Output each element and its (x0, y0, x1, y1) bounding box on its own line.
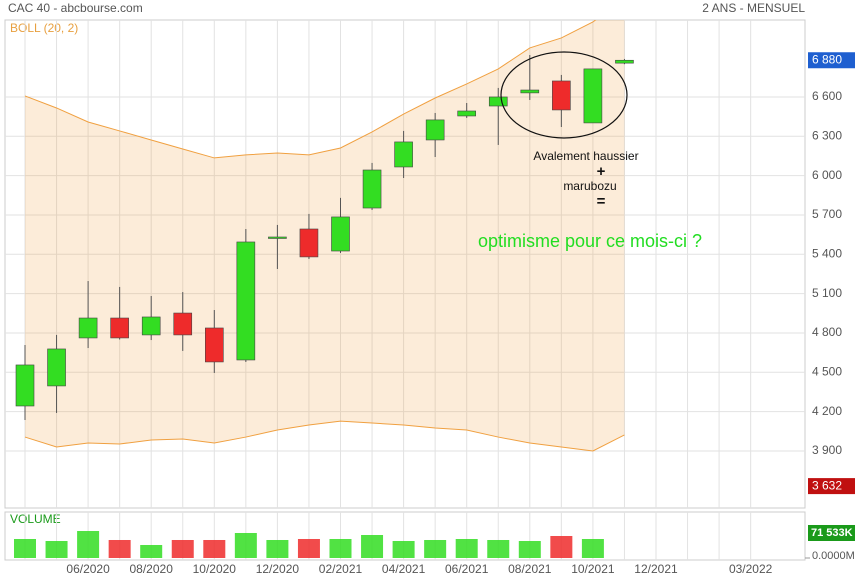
x-tick-label: 12/2020 (256, 562, 300, 576)
y-tick-label: 6 600 (812, 89, 842, 103)
y-tick-label: 4 800 (812, 325, 842, 339)
y-tick-label: 3 900 (812, 443, 842, 457)
candle-body (205, 327, 224, 363)
volume-tick-label: 0.0000M (812, 550, 855, 562)
volume-bar (424, 539, 447, 558)
x-tick-label: 03/2022 (729, 562, 773, 576)
y-tick-label: 5 700 (812, 207, 842, 221)
highlight-ellipse (500, 51, 628, 139)
volume-bar (266, 539, 289, 558)
y-tick-label: 5 100 (812, 286, 842, 300)
y-tick-label: 5 400 (812, 246, 842, 260)
volume-bar (487, 539, 510, 558)
candle-body (583, 68, 603, 124)
candle-body (268, 236, 287, 239)
chart-subtitle: 2 ANS - MENSUEL (702, 1, 805, 15)
candle-body (110, 317, 129, 339)
band-line (24, 420, 625, 452)
volume-bar (392, 540, 415, 558)
volume-bar (77, 530, 100, 558)
volume-bar (108, 539, 131, 558)
band-line (24, 20, 597, 159)
annotation: + (597, 163, 606, 180)
price-tag-label: 6 880 (812, 52, 842, 66)
volume-label: VOLUME (10, 512, 61, 526)
candle-body (78, 317, 98, 339)
annotation: marubozu (563, 179, 616, 193)
volume-bar (361, 535, 384, 558)
x-tick-label: 08/2020 (130, 562, 174, 576)
volume-bar (203, 539, 226, 558)
volume-bar (329, 538, 352, 558)
candle-body (457, 110, 477, 117)
x-tick-label: 06/2020 (66, 562, 110, 576)
candle-body (520, 89, 540, 94)
volume-bar (14, 538, 36, 558)
x-tick-label: 04/2021 (382, 562, 426, 576)
indicator-label: BOLL (20, 2) (10, 21, 78, 35)
candle-body (47, 348, 66, 387)
volume-tag-label: 71 533K (811, 527, 853, 539)
candle-body (425, 119, 445, 141)
x-tick-label: 10/2021 (571, 562, 615, 576)
volume-bar (45, 540, 68, 558)
annotation: optimisme pour ce mois-ci ? (478, 231, 702, 251)
y-tick-label: 4 500 (812, 364, 842, 378)
candle-body (362, 169, 382, 209)
y-tick-label: 6 300 (812, 128, 842, 142)
volume-bar (234, 532, 257, 558)
price-tag (808, 52, 855, 69)
candle-body (615, 59, 634, 64)
volume-bar (581, 538, 604, 558)
chart-title: CAC 40 - abcbourse.com (8, 1, 143, 15)
candle-body (236, 241, 256, 361)
candle-body (173, 312, 193, 336)
x-tick-label: 12/2021 (634, 562, 678, 576)
y-tick-label: 6 000 (812, 168, 842, 182)
price-panel (4, 19, 806, 509)
band-fill (25, 20, 625, 451)
candle-body (299, 228, 319, 258)
volume-bar (455, 538, 478, 558)
candle-body (15, 364, 35, 407)
annotation: = (597, 193, 606, 210)
volume-bar (518, 540, 541, 558)
x-tick-label: 02/2021 (319, 562, 363, 576)
price-tag-label: 3 632 (812, 478, 842, 492)
volume-bar (171, 539, 194, 558)
candle-body (141, 316, 161, 336)
x-tick-label: 06/2021 (445, 562, 489, 576)
candle-body (331, 216, 350, 252)
candle-body (488, 96, 508, 107)
x-tick-label: 08/2021 (508, 562, 552, 576)
annotation: Avalement haussier (533, 149, 638, 163)
price-tag (808, 478, 855, 495)
y-tick-label: 4 200 (812, 404, 842, 418)
x-tick-label: 10/2020 (193, 562, 237, 576)
volume-tag (808, 524, 855, 541)
volume-bar (550, 535, 573, 558)
candle-body (394, 141, 413, 168)
volume-bar (297, 538, 320, 558)
volume-bar (140, 544, 163, 558)
candle-body (552, 80, 571, 111)
